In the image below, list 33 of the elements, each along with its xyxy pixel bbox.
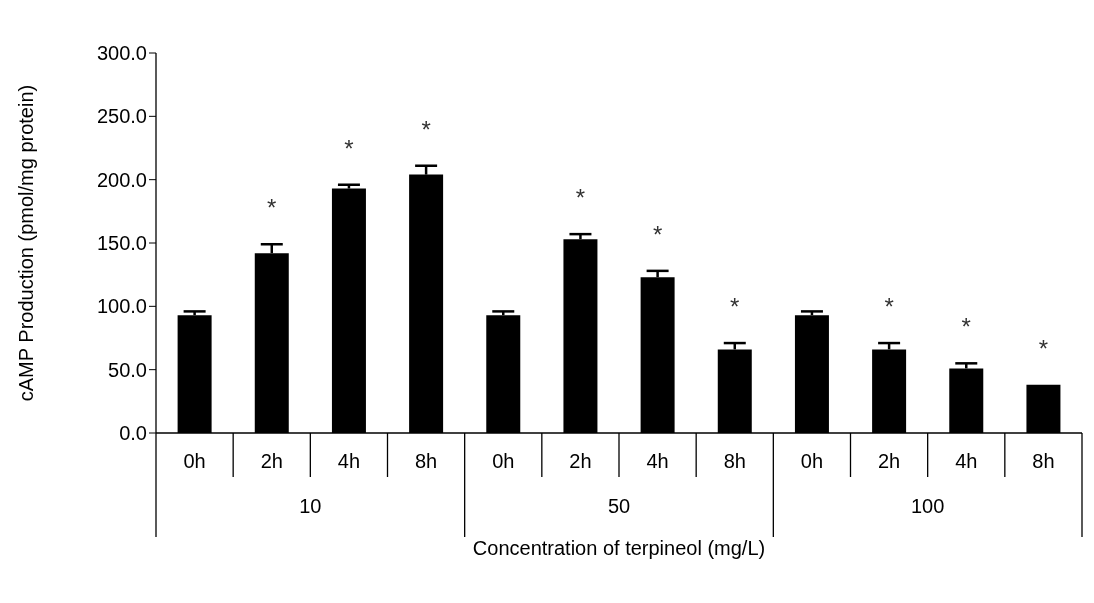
x-tick-label: 0h	[800, 450, 824, 472]
data-label: *	[344, 134, 354, 162]
y-axis-title: cAMP Production (pmol/mg protein)	[15, 84, 38, 402]
y-tick-label: 200.0	[96, 168, 147, 191]
x-tick-label: 0h	[183, 450, 206, 472]
x-tick-label: 4h	[646, 450, 669, 472]
y-tick-label: 300.0	[96, 42, 147, 65]
data-label: *	[652, 220, 663, 248]
data-label: *	[1038, 334, 1049, 362]
y-tick-label: 50.0	[108, 358, 147, 381]
x-tick-label: 8h	[414, 450, 438, 472]
text: 100	[910, 495, 945, 517]
y-tick-label: 0.0	[119, 422, 147, 445]
text: 50	[607, 495, 631, 517]
x-tick-label: 4h	[955, 450, 978, 472]
y-tick-label: 250.0	[96, 105, 147, 128]
text: 10	[299, 495, 322, 517]
x-axis-title: Concentration of terpineol (mg/L)	[472, 537, 766, 559]
data-label: *	[884, 293, 894, 321]
x-tick-label: 0h	[492, 450, 515, 472]
data-label: *	[421, 115, 431, 143]
data-label: *	[730, 293, 740, 321]
x-tick-label: 4h	[337, 450, 361, 472]
data-label: *	[961, 313, 971, 341]
data-label: *	[267, 194, 277, 222]
x-tick-label: 2h	[877, 450, 901, 472]
x-tick-label: 2h	[260, 450, 283, 472]
y-tick-label: 150.0	[96, 232, 147, 255]
x-tick-label: 8h	[723, 450, 746, 472]
y-tick-label: 100.0	[96, 295, 147, 318]
x-tick-label: 8h	[1032, 450, 1055, 472]
data-label: *	[575, 184, 586, 212]
x-tick-label: 2h	[569, 450, 592, 472]
